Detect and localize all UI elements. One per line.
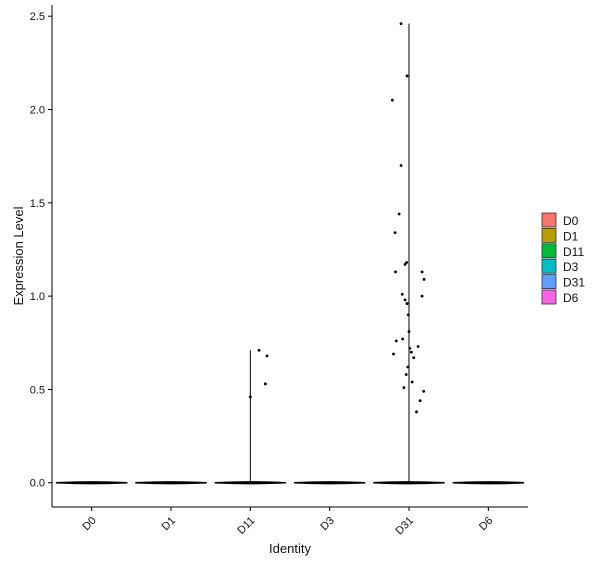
data-point <box>264 382 267 386</box>
x-axis-title: Identity <box>269 541 311 556</box>
data-point <box>406 365 410 369</box>
data-point <box>399 164 403 167</box>
data-point <box>399 22 403 26</box>
data-point <box>405 302 409 305</box>
data-point <box>397 212 401 216</box>
data-point <box>406 313 410 317</box>
legend-swatch <box>541 258 557 274</box>
violin-D31 <box>373 23 445 485</box>
data-point <box>416 345 420 348</box>
y-tick-label: 2.5 <box>30 11 45 23</box>
data-point <box>248 395 252 399</box>
data-point <box>400 292 404 296</box>
data-point <box>257 348 261 352</box>
legend-swatch <box>541 227 557 243</box>
data-point <box>410 380 414 384</box>
legend-item-D3: D3 <box>541 258 579 274</box>
data-point <box>407 330 411 333</box>
y-tick-label: 1.0 <box>30 291 45 303</box>
legend-label: D0 <box>563 214 579 228</box>
legend-label: D11 <box>563 245 584 259</box>
legend-swatch <box>541 212 557 228</box>
data-point <box>402 386 406 389</box>
data-point <box>265 354 269 358</box>
y-tick-label: 2.0 <box>30 105 45 117</box>
data-point <box>418 399 422 403</box>
violin-D3 <box>293 481 366 485</box>
data-point <box>409 350 413 354</box>
legend-item-D1: D1 <box>541 227 579 243</box>
violin-D0 <box>55 481 128 485</box>
data-point <box>412 356 416 360</box>
y-tick-label: 0.5 <box>30 384 45 396</box>
data-point <box>408 346 412 350</box>
violin-D1 <box>135 481 207 485</box>
violin-body-D11 <box>214 481 287 485</box>
violin-body-D3 <box>293 481 366 485</box>
legend-swatch <box>541 243 557 259</box>
data-point <box>401 337 405 341</box>
data-point <box>390 98 394 102</box>
legend-label: D3 <box>563 260 579 274</box>
data-point <box>393 231 397 235</box>
x-tick-label: D1 <box>160 515 178 533</box>
legend-label: D6 <box>563 291 579 305</box>
x-tick-label: D0 <box>80 515 98 533</box>
data-point <box>403 298 407 302</box>
data-point <box>422 389 426 393</box>
violin-body-D0 <box>55 481 128 485</box>
data-point <box>392 352 395 356</box>
data-point <box>394 339 398 343</box>
data-point <box>420 294 424 298</box>
data-point <box>415 410 418 414</box>
axes: 0.0 0.5 1.0 1.5 2.0 2.5 D0 D1 D11 D3 D31 D6 <box>30 5 528 537</box>
legend-item-D6: D6 <box>541 289 579 305</box>
y-axis-title: Expression Level <box>11 206 26 305</box>
x-tick-label: D31 <box>393 515 416 538</box>
data-point <box>420 270 424 274</box>
data-point <box>405 261 409 264</box>
x-tick-label: D11 <box>235 515 257 537</box>
y-tick-label: 1.5 <box>30 198 45 210</box>
legend-label: D1 <box>563 229 579 243</box>
violin-body-D1 <box>135 481 207 485</box>
data-point <box>405 74 409 78</box>
x-tick-label: D3 <box>318 515 336 533</box>
data-point <box>403 262 407 266</box>
legend-item-D31: D31 <box>541 274 585 290</box>
x-tick-label: D6 <box>477 515 495 533</box>
legend-swatch <box>541 289 557 305</box>
violin-D11 <box>214 350 287 485</box>
legend-label: D31 <box>563 276 585 290</box>
violin-body-D6 <box>452 481 525 485</box>
violin-D6 <box>452 481 525 485</box>
violin-body-D31 <box>373 481 445 485</box>
y-tick-label: 0.0 <box>30 478 45 490</box>
data-point <box>404 373 408 376</box>
legend-item-D11: D11 <box>541 243 584 259</box>
data-point <box>394 270 397 274</box>
legend-item-D0: D0 <box>541 212 579 228</box>
data-point <box>422 277 426 281</box>
plot-area <box>55 22 525 485</box>
legend-swatch <box>541 274 557 290</box>
